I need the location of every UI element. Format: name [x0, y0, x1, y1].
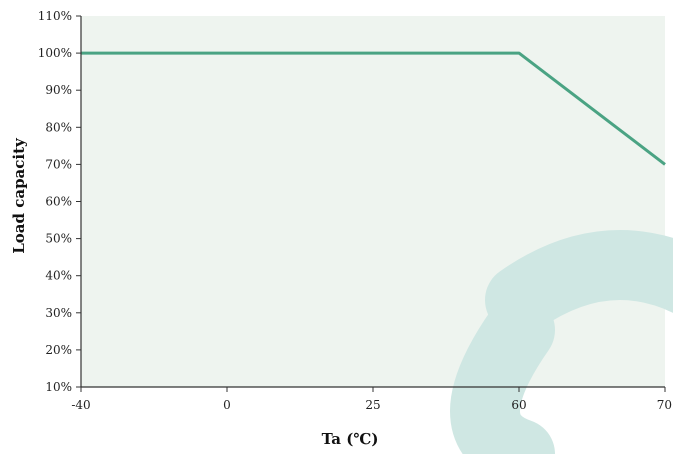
x-axis-title: Ta (℃) — [322, 430, 379, 448]
y-tick-label: 50% — [45, 232, 72, 246]
y-tick-label: 30% — [45, 306, 72, 320]
y-tick-label: 20% — [45, 343, 72, 357]
y-tick-label: 110% — [38, 9, 72, 23]
watermark-logo — [450, 230, 673, 454]
y-tick-label: 80% — [45, 120, 72, 134]
y-tick-label: 100% — [38, 46, 72, 60]
y-tick-label: 60% — [45, 195, 72, 209]
y-tick-label: 10% — [45, 380, 72, 394]
x-tick-label: 0 — [223, 398, 231, 412]
x-axis-ticks: -40 0 25 60 70 — [71, 387, 672, 412]
y-axis-ticks: 10% 20% 30% 40% 50% 60% 70% 80% 90% 100% 110% — [38, 9, 81, 394]
x-tick-label: -40 — [71, 398, 90, 412]
x-tick-label: 25 — [365, 398, 380, 412]
y-tick-label: 90% — [45, 83, 72, 97]
y-tick-label: 70% — [45, 157, 72, 171]
x-tick-label: 60 — [511, 398, 526, 412]
series-layer — [81, 51, 666, 166]
plot-area — [81, 16, 665, 387]
load-capacity-line — [81, 51, 666, 166]
y-tick-label: 40% — [45, 269, 72, 283]
x-tick-label: 70 — [657, 398, 672, 412]
y-axis-title: Load capacity — [10, 137, 28, 254]
